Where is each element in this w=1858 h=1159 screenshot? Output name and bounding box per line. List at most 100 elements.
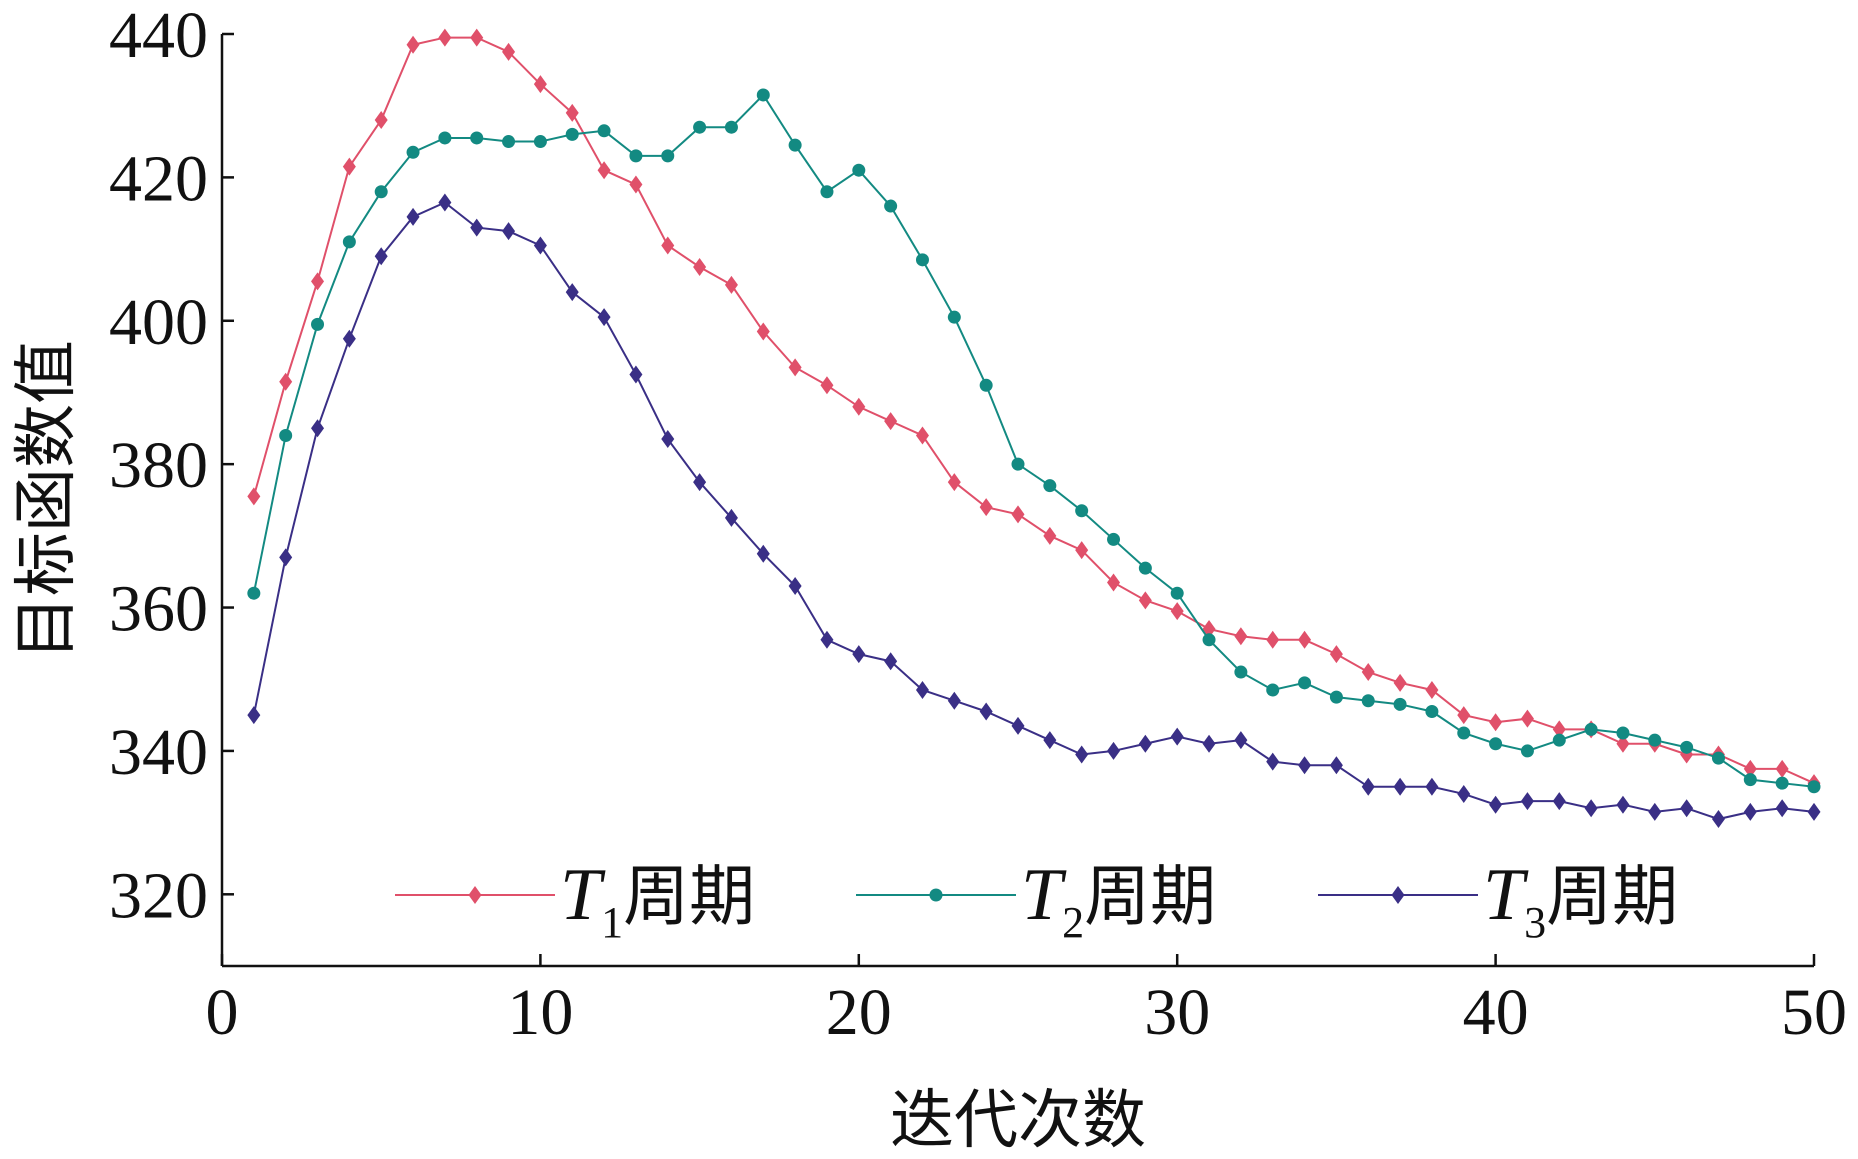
data-point — [629, 175, 643, 194]
data-point — [470, 131, 484, 145]
legend-item-3: T3周期 — [1318, 854, 1678, 947]
data-point — [1011, 457, 1025, 471]
data-point — [533, 236, 547, 255]
data-point — [1425, 704, 1439, 718]
data-point — [1393, 673, 1407, 692]
data-point — [406, 35, 420, 54]
data-point — [1329, 756, 1343, 775]
legend-label: T3周期 — [1483, 854, 1678, 947]
data-point — [438, 193, 452, 212]
x-tick-label: 20 — [826, 976, 892, 1049]
data-point — [247, 487, 261, 506]
x-axis-title: 迭代次数 — [890, 1084, 1146, 1158]
data-point — [1138, 734, 1152, 753]
data-point — [1011, 505, 1025, 524]
data-point — [1202, 734, 1216, 753]
data-point — [470, 28, 484, 47]
data-point — [1807, 780, 1821, 794]
data-point — [724, 120, 738, 134]
data-point — [1107, 741, 1121, 760]
data-point — [565, 127, 579, 141]
data-point — [1520, 709, 1534, 728]
data-point — [470, 218, 484, 237]
data-point — [979, 702, 993, 721]
data-point — [979, 378, 993, 392]
data-point — [1298, 630, 1312, 649]
data-point — [438, 131, 452, 145]
data-point — [1648, 733, 1662, 747]
data-point — [852, 397, 866, 416]
data-point — [1489, 713, 1503, 732]
series-group — [247, 28, 1821, 829]
data-point — [1329, 690, 1343, 704]
data-point — [1266, 683, 1280, 697]
data-point — [661, 149, 675, 163]
x-tick-label: 0 — [206, 976, 239, 1049]
data-point — [756, 544, 770, 563]
data-point — [1489, 737, 1503, 751]
data-point — [884, 199, 898, 213]
legend-marker — [929, 888, 943, 902]
x-ticks: 0 10 20 30 40 50 — [206, 954, 1847, 1049]
data-point — [1393, 777, 1407, 796]
data-point — [1202, 633, 1216, 647]
legend-item-1: T1周期 — [395, 854, 755, 947]
data-point — [756, 88, 770, 102]
data-point — [1361, 663, 1375, 682]
data-point — [1043, 479, 1057, 493]
data-point — [915, 426, 929, 445]
data-point — [1234, 731, 1248, 750]
data-point — [1457, 784, 1471, 803]
data-point — [1043, 731, 1057, 750]
data-point — [661, 430, 675, 449]
data-point — [374, 111, 388, 130]
data-point — [693, 258, 707, 276]
data-point — [1680, 740, 1694, 754]
data-point — [565, 283, 579, 302]
data-point — [1552, 720, 1566, 739]
data-point — [1011, 716, 1025, 735]
data-point — [1298, 676, 1312, 690]
data-point — [1457, 726, 1471, 740]
data-point — [693, 120, 707, 134]
series-line — [252, 201, 1815, 821]
legend-marker — [468, 886, 482, 904]
data-point — [1234, 627, 1248, 646]
data-point — [1775, 799, 1789, 818]
data-point — [1711, 751, 1725, 765]
y-tick-label: 340 — [109, 716, 208, 789]
data-point — [1425, 777, 1439, 796]
data-point — [533, 135, 547, 149]
data-point — [1807, 802, 1821, 821]
data-point — [1616, 734, 1630, 753]
y-tick-label: 360 — [109, 573, 208, 646]
data-point — [629, 365, 643, 384]
data-point — [1648, 802, 1662, 821]
data-point — [820, 630, 834, 649]
data-point — [1743, 759, 1757, 778]
data-point — [788, 577, 802, 596]
series-1 — [247, 28, 1821, 793]
data-point — [438, 28, 452, 47]
data-point — [820, 376, 834, 395]
x-tick-label: 50 — [1781, 976, 1847, 1049]
data-point — [1584, 799, 1598, 818]
data-point — [406, 207, 420, 226]
data-point — [1170, 602, 1184, 621]
data-point — [1743, 802, 1757, 821]
data-point — [756, 322, 770, 341]
series-3 — [247, 193, 1821, 829]
data-point — [1075, 541, 1089, 560]
data-point — [597, 124, 611, 138]
data-point — [947, 691, 961, 710]
data-point — [852, 163, 866, 177]
data-point — [1775, 776, 1789, 790]
data-point — [597, 308, 611, 327]
data-point — [788, 138, 802, 152]
y-axis-title: 目标函数值 — [10, 340, 84, 660]
data-point — [1266, 630, 1280, 649]
data-point — [1107, 532, 1121, 546]
data-point — [1170, 727, 1184, 746]
data-point — [852, 645, 866, 664]
data-point — [1711, 810, 1725, 829]
